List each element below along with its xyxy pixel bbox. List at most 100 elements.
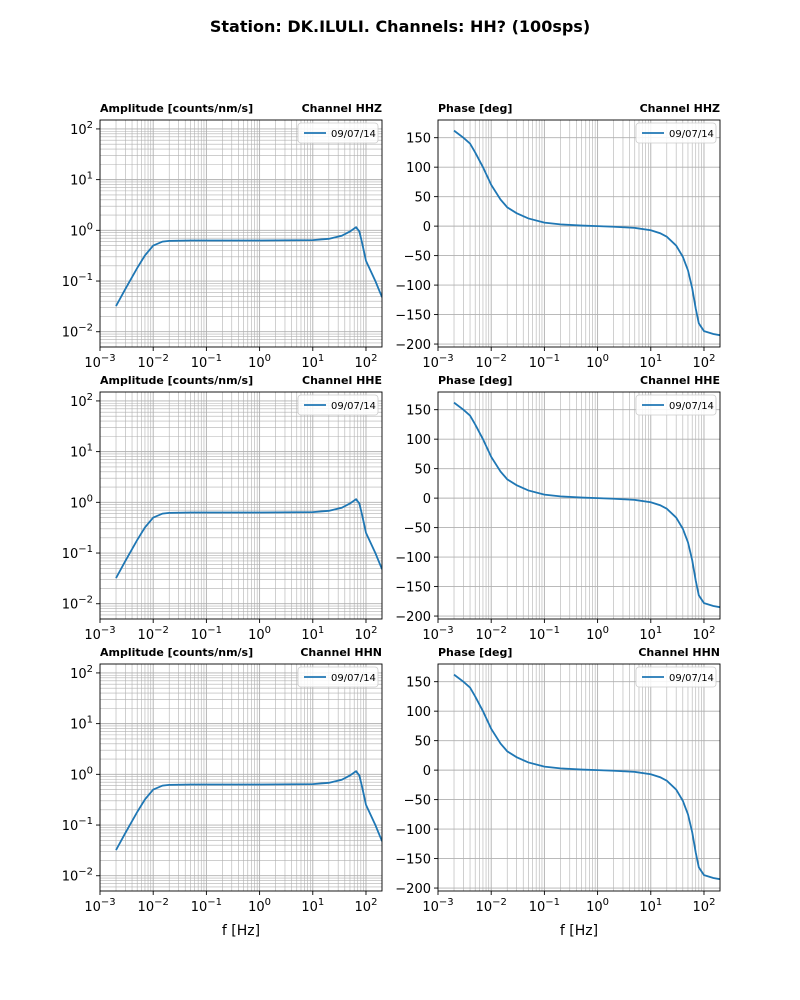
legend-box bbox=[635, 666, 717, 688]
y-tick-label: 101 bbox=[70, 715, 93, 733]
y-tick-label: −50 bbox=[404, 794, 431, 809]
series-line bbox=[453, 673, 720, 881]
panel-title-left: Phase [deg] bbox=[438, 374, 512, 387]
grid bbox=[438, 392, 720, 619]
y-tick-label: 50 bbox=[414, 191, 431, 206]
x-tick-label: 10−3 bbox=[422, 625, 453, 643]
x-tick-label: 10−1 bbox=[191, 353, 222, 371]
y-tick-label: 102 bbox=[70, 120, 93, 138]
x-tick-label: 10−2 bbox=[476, 897, 507, 915]
legend-label: 09/07/14 bbox=[331, 129, 376, 140]
panel-phase-6: 10−3 10−2 10−1 100 101 102 150 100 50 0 −50 −100 −15… bbox=[395, 646, 721, 915]
legend-label: 09/07/14 bbox=[331, 401, 376, 412]
series-line bbox=[453, 401, 720, 609]
grid bbox=[438, 664, 720, 891]
y-tick-label: 50 bbox=[414, 463, 431, 478]
legend-box bbox=[635, 394, 717, 416]
x-tick-label: 101 bbox=[301, 625, 324, 643]
legend: 09/07/14 bbox=[297, 666, 379, 688]
axes-frame bbox=[437, 391, 721, 620]
y-tick-label: 102 bbox=[70, 664, 93, 682]
axes-frame bbox=[437, 119, 721, 348]
y-tick-label: 10−1 bbox=[62, 544, 93, 562]
x-tick-label: 102 bbox=[355, 353, 378, 371]
y-tick-label: −150 bbox=[395, 309, 431, 324]
legend: 09/07/14 bbox=[635, 394, 717, 416]
y-tick-label: 150 bbox=[406, 676, 431, 691]
y-tick-label: 10−2 bbox=[62, 867, 93, 885]
x-tick-label: 10−1 bbox=[191, 625, 222, 643]
y-tick-label: 150 bbox=[406, 132, 431, 147]
x-tick-label: 100 bbox=[586, 625, 609, 643]
x-tick-label: 10−3 bbox=[84, 353, 115, 371]
panel-title-left: Amplitude [counts/nm/s] bbox=[100, 102, 253, 115]
x-tick-label: 10−1 bbox=[529, 353, 560, 371]
y-tick-label: 0 bbox=[423, 492, 431, 507]
grid bbox=[438, 120, 720, 347]
legend: 09/07/14 bbox=[635, 122, 717, 144]
x-tick-label: 10−2 bbox=[476, 353, 507, 371]
y-tick-label: 100 bbox=[70, 493, 93, 511]
y-tick-label: −200 bbox=[395, 338, 431, 353]
y-tick-label: 50 bbox=[414, 735, 431, 750]
grid bbox=[100, 664, 382, 891]
panel-amplitude-3: 10−3 10−2 10−1 100 101 102 10−2 10−1 100 101 102 Am… bbox=[62, 374, 383, 643]
legend-label: 09/07/14 bbox=[669, 401, 714, 412]
panel-title-right: Channel HHZ bbox=[640, 102, 720, 115]
legend-box bbox=[297, 122, 379, 144]
legend-box bbox=[297, 666, 379, 688]
x-tick-label: 10−3 bbox=[422, 897, 453, 915]
x-tick-label: 10−1 bbox=[529, 897, 560, 915]
y-tick-label: −100 bbox=[395, 823, 431, 838]
series-line bbox=[453, 129, 720, 337]
x-tick-label: 10−2 bbox=[476, 625, 507, 643]
axes-frame bbox=[99, 663, 383, 892]
y-tick-label: 100 bbox=[70, 221, 93, 239]
legend: 09/07/14 bbox=[297, 122, 379, 144]
y-tick-label: 101 bbox=[70, 171, 93, 189]
legend-box bbox=[297, 394, 379, 416]
x-axis-label-left: f [Hz] bbox=[222, 923, 260, 939]
x-tick-label: 102 bbox=[693, 353, 716, 371]
panel-title-left: Amplitude [counts/nm/s] bbox=[100, 374, 253, 387]
x-tick-label: 100 bbox=[248, 897, 271, 915]
y-tick-label: 10−2 bbox=[62, 323, 93, 341]
x-tick-label: 100 bbox=[248, 625, 271, 643]
panel-title-left: Phase [deg] bbox=[438, 646, 512, 659]
y-tick-label: −50 bbox=[404, 522, 431, 537]
panel-title-right: Channel HHN bbox=[638, 646, 720, 659]
x-tick-label: 102 bbox=[693, 897, 716, 915]
figure-title: Station: DK.ILULI. Channels: HH? (100sps… bbox=[210, 17, 590, 36]
panel-title-right: Channel HHE bbox=[640, 374, 720, 387]
y-tick-label: −200 bbox=[395, 882, 431, 897]
x-tick-label: 10−2 bbox=[138, 625, 169, 643]
x-tick-label: 10−3 bbox=[84, 625, 115, 643]
y-tick-label: 10−2 bbox=[62, 595, 93, 613]
x-tick-label: 10−1 bbox=[191, 897, 222, 915]
legend-label: 09/07/14 bbox=[669, 129, 714, 140]
x-tick-label: 101 bbox=[639, 897, 662, 915]
panel-title-right: Channel HHN bbox=[300, 646, 382, 659]
series-line bbox=[115, 226, 382, 307]
panel-title-right: Channel HHZ bbox=[302, 102, 382, 115]
y-tick-label: −150 bbox=[395, 581, 431, 596]
legend-label: 09/07/14 bbox=[669, 673, 714, 684]
x-tick-label: 10−2 bbox=[138, 897, 169, 915]
x-tick-label: 102 bbox=[693, 625, 716, 643]
x-tick-label: 101 bbox=[301, 353, 324, 371]
x-tick-label: 101 bbox=[639, 353, 662, 371]
y-tick-label: 0 bbox=[423, 764, 431, 779]
x-tick-label: 100 bbox=[248, 353, 271, 371]
panel-amplitude-1: 10−3 10−2 10−1 100 101 102 10−2 10−1 100 101 102 Am… bbox=[62, 102, 383, 371]
panel-title-right: Channel HHE bbox=[302, 374, 382, 387]
y-tick-label: −100 bbox=[395, 279, 431, 294]
y-tick-label: 0 bbox=[423, 220, 431, 235]
y-tick-label: 100 bbox=[406, 161, 431, 176]
legend: 09/07/14 bbox=[635, 666, 717, 688]
x-axis-label-right: f [Hz] bbox=[560, 923, 598, 939]
legend-box bbox=[635, 122, 717, 144]
x-tick-label: 100 bbox=[586, 353, 609, 371]
y-tick-label: 10−1 bbox=[62, 272, 93, 290]
series-line bbox=[115, 498, 382, 579]
